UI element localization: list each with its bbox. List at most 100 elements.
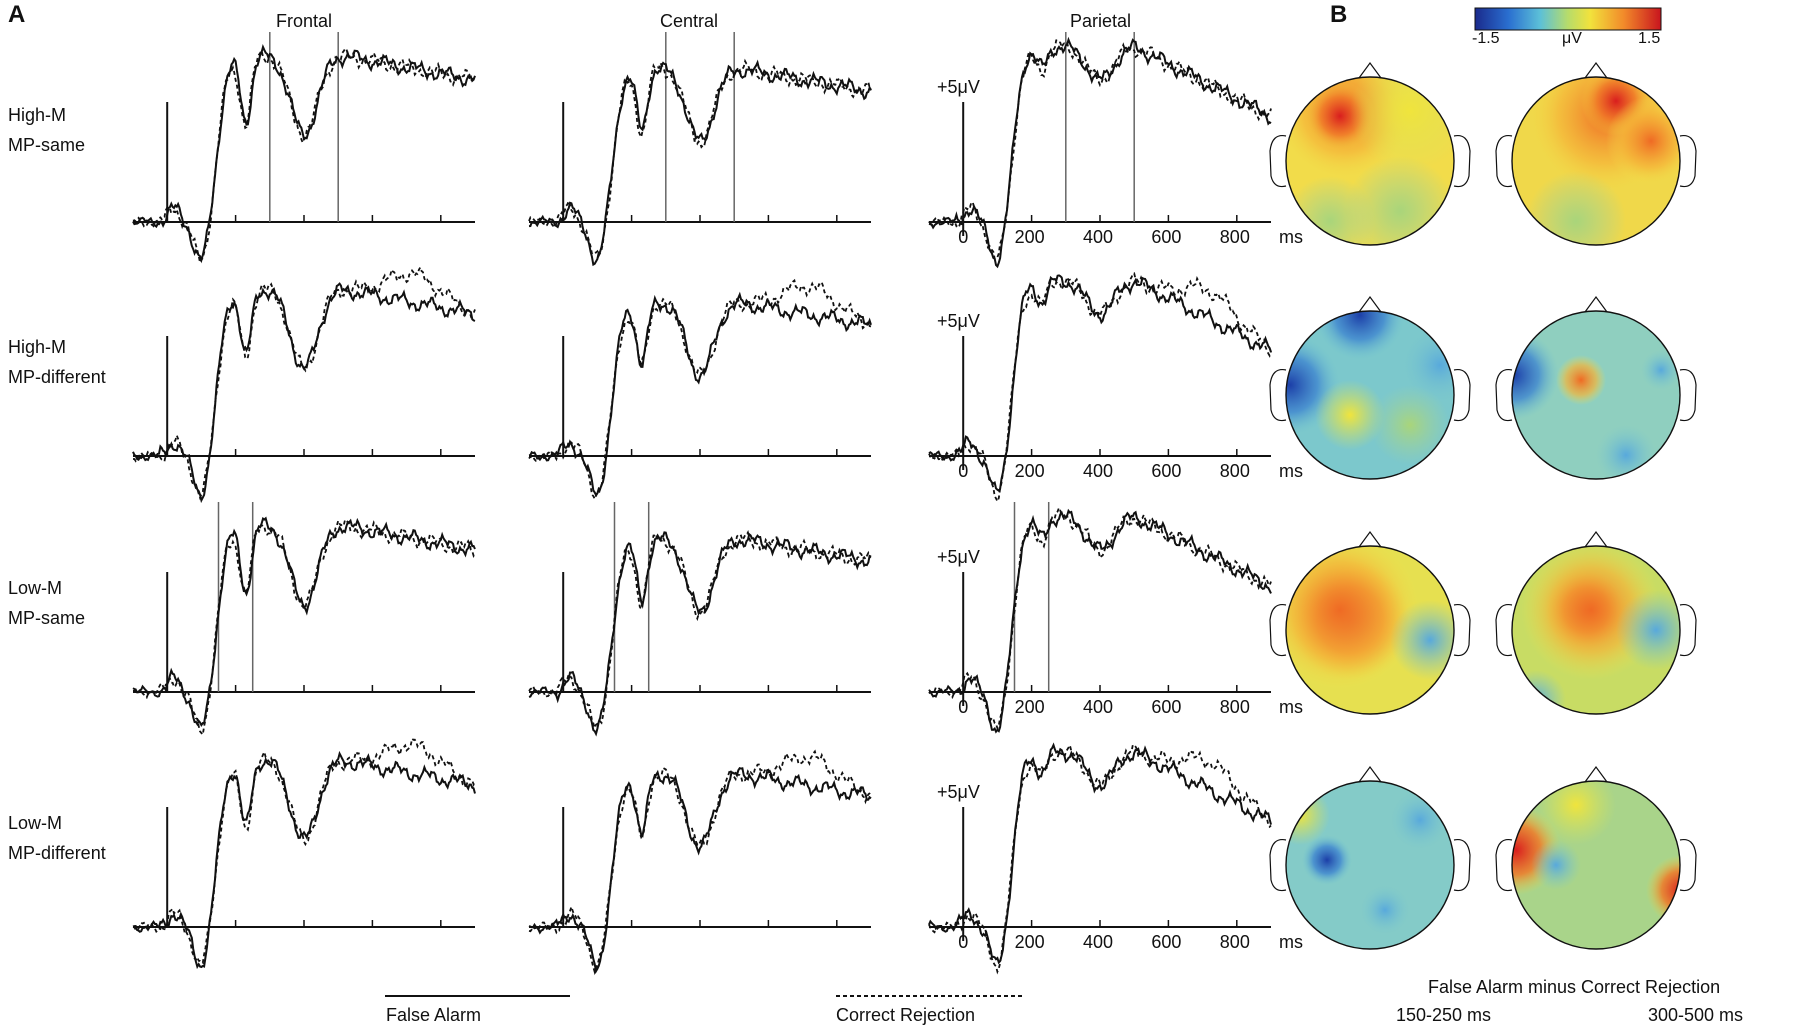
topo-map [1495, 61, 1697, 246]
topo-blob [1531, 840, 1581, 890]
x-tick-label: 800 [1219, 461, 1250, 481]
erp-panel [528, 278, 872, 502]
legend-false-alarm: False Alarm [386, 1005, 482, 1025]
topo-blob [1616, 590, 1680, 670]
series-false-alarm [928, 742, 1272, 965]
topo-outline [1511, 545, 1681, 715]
x-tick-label: 400 [1083, 461, 1114, 481]
x-tick-label: 600 [1151, 932, 1182, 952]
x-tick-label: 400 [1083, 697, 1114, 717]
erp-panel [132, 265, 476, 504]
column-title-parietal: Parietal [1070, 11, 1132, 31]
topo-caption: False Alarm minus Correct Rejection [1428, 977, 1721, 997]
series-false-alarm [528, 767, 872, 975]
topo-map [1495, 765, 1697, 950]
topo-map [1269, 530, 1471, 715]
x-unit-label: ms [1279, 461, 1303, 481]
erp-panel [928, 742, 1272, 975]
topo-blob [1360, 885, 1410, 935]
x-unit-label: ms [1279, 932, 1303, 952]
topo-outline [1511, 780, 1681, 950]
column-title-central: Central [660, 11, 719, 31]
topo-map [1269, 295, 1471, 480]
series-correct-rejection [528, 749, 872, 976]
colorbar-max-label: 1.5 [1638, 30, 1661, 47]
erp-panel [132, 737, 476, 970]
series-false-alarm [132, 44, 476, 264]
erp-panel [132, 32, 476, 266]
erp-panel [528, 749, 872, 976]
topo-map [1495, 295, 1697, 480]
topo-outline [1511, 76, 1681, 246]
topo-outline [1285, 780, 1455, 950]
topo-window-2: 300-500 ms [1648, 1005, 1744, 1025]
topo-ear [1453, 368, 1471, 422]
x-tick-label: 200 [1014, 697, 1045, 717]
topo-outline [1285, 310, 1455, 480]
series-false-alarm [928, 508, 1272, 734]
x-tick-label: 800 [1219, 932, 1250, 952]
series-false-alarm [132, 750, 476, 970]
topo-ear [1495, 838, 1513, 892]
scale-label-4: +5μV [937, 782, 980, 802]
x-tick-label: 0 [958, 227, 969, 247]
erp-panel [132, 502, 476, 737]
topo-map [1495, 530, 1697, 715]
row-label-4: Low-M MP-different [8, 813, 106, 863]
topo-ear [1269, 134, 1287, 188]
colorbar [1474, 7, 1662, 31]
x-tick-label: 400 [1083, 932, 1114, 952]
series-false-alarm [928, 36, 1272, 269]
series-false-alarm [132, 282, 476, 504]
topo-blob [1512, 670, 1566, 714]
erp-panel [928, 502, 1272, 734]
topo-outline [1511, 310, 1681, 480]
topo-window-1: 150-250 ms [1396, 1005, 1492, 1025]
topo-blob [1286, 335, 1340, 435]
series-correct-rejection [528, 530, 872, 731]
series-correct-rejection [928, 39, 1272, 260]
topo-ear [1269, 603, 1287, 657]
row-label-1: High-M MP-same [8, 105, 86, 155]
topo-nose [1584, 295, 1608, 313]
series-correct-rejection [132, 518, 476, 737]
x-tick-label: 0 [958, 932, 969, 952]
x-tick-label: 600 [1151, 461, 1182, 481]
topo-ear [1495, 603, 1513, 657]
topo-blob [1646, 855, 1680, 925]
erp-panel [928, 272, 1272, 504]
topo-ear [1269, 368, 1287, 422]
row-label-2: High-M MP-different [8, 337, 106, 387]
topo-outline [1285, 545, 1455, 715]
x-tick-label: 0 [958, 697, 969, 717]
x-unit-label: ms [1279, 227, 1303, 247]
topo-blob [1641, 350, 1680, 390]
x-tick-label: 600 [1151, 227, 1182, 247]
series-false-alarm [528, 291, 872, 497]
x-tick-label: 200 [1014, 932, 1045, 952]
topo-blob [1556, 355, 1606, 405]
topo-ear [1679, 134, 1697, 188]
erp-waveforms [132, 32, 1272, 997]
series-false-alarm [528, 531, 872, 737]
topo-ear [1679, 603, 1697, 657]
topo-blob [1400, 325, 1454, 405]
topo-ear [1495, 134, 1513, 188]
topo-ear [1495, 368, 1513, 422]
topo-blob [1302, 835, 1352, 885]
series-false-alarm [928, 274, 1272, 492]
topo-blob [1286, 176, 1375, 245]
colorbar-unit-label: μV [1562, 30, 1582, 47]
legend-correct-rejection: Correct Rejection [836, 1005, 976, 1025]
series-correct-rejection [528, 58, 872, 258]
x-tick-label: 0 [958, 461, 969, 481]
x-tick-label: 800 [1219, 697, 1250, 717]
topo-blob [1315, 380, 1385, 450]
topo-map [1269, 765, 1471, 950]
topo-blob [1370, 385, 1450, 465]
topo-blob [1596, 425, 1656, 479]
topo-ear [1453, 603, 1471, 657]
topo-blob [1526, 171, 1626, 245]
topo-maps [1269, 7, 1697, 950]
